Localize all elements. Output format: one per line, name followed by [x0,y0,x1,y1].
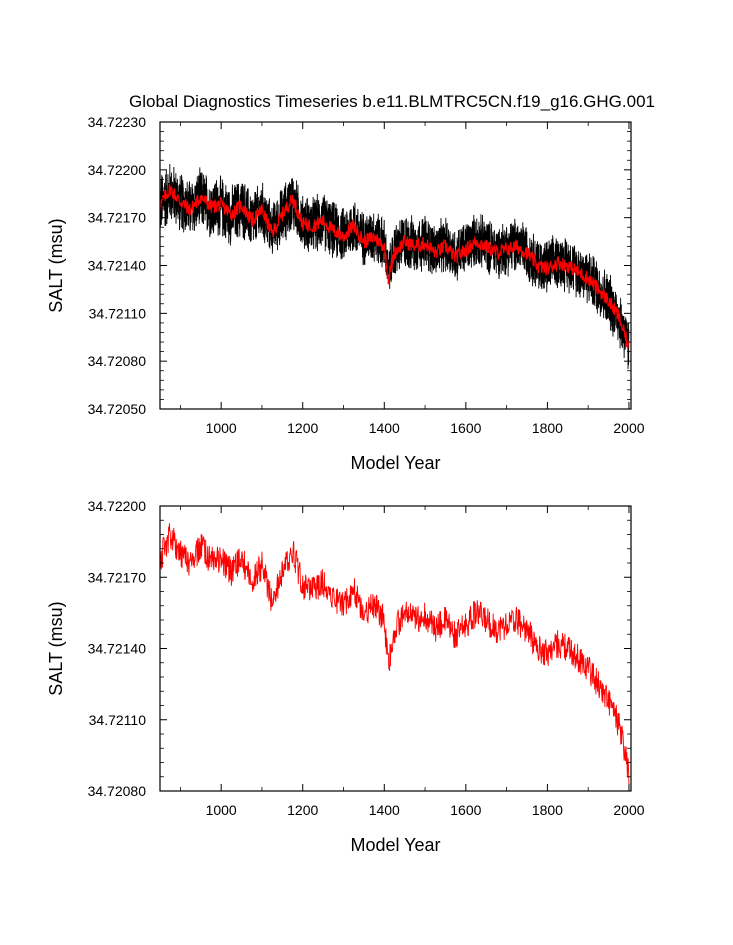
x-tick-label: 1000 [206,802,237,818]
bottom-x-axis-label: Model Year [350,835,440,855]
y-tick-label: 34.72170 [88,569,147,585]
y-tick-label: 34.72170 [88,210,147,226]
y-tick-label: 34.72050 [88,401,147,417]
x-tick-label: 1600 [450,420,481,436]
x-tick-label: 1400 [369,420,400,436]
y-tick-label: 34.72200 [88,498,147,514]
series-line-annual-mean [160,183,630,350]
y-tick-label: 34.72230 [88,114,147,130]
x-tick-label: 1400 [369,802,400,818]
y-tick-label: 34.72200 [88,162,147,178]
series-line-monthly [160,163,630,370]
x-tick-label: 1200 [287,802,318,818]
chart-title: Global Diagnostics Timeseries b.e11.BLMT… [129,92,655,111]
series-line-annual-mean [160,523,630,785]
top-y-axis-label: SALT (msu) [46,218,66,312]
x-tick-label: 1000 [206,420,237,436]
y-tick-label: 34.72080 [88,353,147,369]
x-tick-label: 1800 [532,802,563,818]
top-panel: 1000 1200 1400 1600 1800 2000 34.72050 34.72080… [46,114,645,473]
x-tick-label: 2000 [613,420,644,436]
bottom-y-axis-label: SALT (msu) [46,601,66,695]
y-tick-label: 34.72110 [89,305,147,321]
y-tick-label: 34.72140 [88,258,147,274]
x-tick-label: 2000 [613,802,644,818]
y-tick-label: 34.72110 [89,712,147,728]
plot-frame [159,505,632,792]
x-tick-label: 1200 [287,420,318,436]
x-tick-label: 1800 [532,420,563,436]
y-tick-label: 34.72140 [88,641,147,657]
y-tick-label: 34.72080 [88,783,147,799]
bottom-panel: 1000 1200 1400 1600 1800 2000 34.72080 34.72110… [46,498,645,855]
x-tick-label: 1600 [450,802,481,818]
top-x-axis-label: Model Year [350,453,440,473]
